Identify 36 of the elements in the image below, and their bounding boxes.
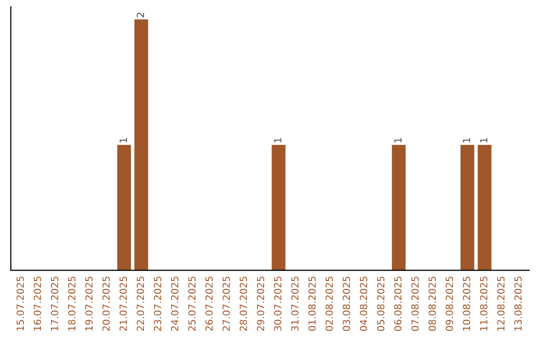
x-tick-label: 15.07.2025 bbox=[16, 276, 24, 330]
x-tick-label: 04.08.2025 bbox=[360, 276, 368, 331]
x-tick-label: 28.07.2025 bbox=[240, 276, 248, 331]
x-tick-label: 12.08.2025 bbox=[497, 276, 505, 330]
x-tick-label: 27.07.2025 bbox=[222, 276, 230, 331]
x-tick-label: 30.07.2025 bbox=[274, 276, 282, 331]
data-label: 1 bbox=[480, 138, 488, 142]
x-tick-label: 09.08.2025 bbox=[446, 276, 454, 331]
x-tick-label: 26.07.2025 bbox=[205, 276, 213, 331]
x-tick-label: 31.07.2025 bbox=[291, 276, 299, 331]
x-tick-label: 17.07.2025 bbox=[50, 276, 58, 330]
x-tick-label: 05.08.2025 bbox=[377, 276, 384, 331]
x-tick-label: 24.07.2025 bbox=[171, 276, 178, 331]
x-tick-label: 03.08.2025 bbox=[342, 276, 350, 331]
x-tick-label: 25.07.2025 bbox=[188, 276, 196, 331]
x-tick-label: 16.07.2025 bbox=[34, 276, 42, 330]
x-tick-label: 18.07.2025 bbox=[68, 276, 76, 330]
x-tick-label: 06.08.2025 bbox=[394, 276, 402, 331]
data-label: 1 bbox=[274, 138, 282, 142]
x-tick-label: 19.07.2025 bbox=[85, 276, 93, 330]
x-tick-label: 01.08.2025 bbox=[308, 276, 316, 331]
data-label: 1 bbox=[394, 138, 402, 142]
x-tick-label: 13.08.2025 bbox=[514, 276, 522, 330]
x-tick-label: 02.08.2025 bbox=[326, 276, 333, 331]
x-tick-label: 10.08.2025 bbox=[462, 276, 470, 330]
data-label: 2 bbox=[136, 12, 144, 18]
x-tick-label: 22.07.2025 bbox=[136, 276, 144, 331]
x-tick-label: 21.07.2025 bbox=[120, 276, 127, 331]
x-tick-label: 11.08.2025 bbox=[480, 276, 488, 330]
x-tick-label: 07.08.2025 bbox=[411, 276, 419, 331]
x-tick-label: 20.07.2025 bbox=[102, 276, 110, 331]
x-tick-label: 08.08.2025 bbox=[428, 276, 436, 331]
data-label: 1 bbox=[120, 138, 127, 142]
x-tick-label: 23.07.2025 bbox=[154, 276, 162, 331]
data-label: 1 bbox=[463, 138, 470, 142]
x-tick-label: 29.07.2025 bbox=[256, 276, 264, 331]
